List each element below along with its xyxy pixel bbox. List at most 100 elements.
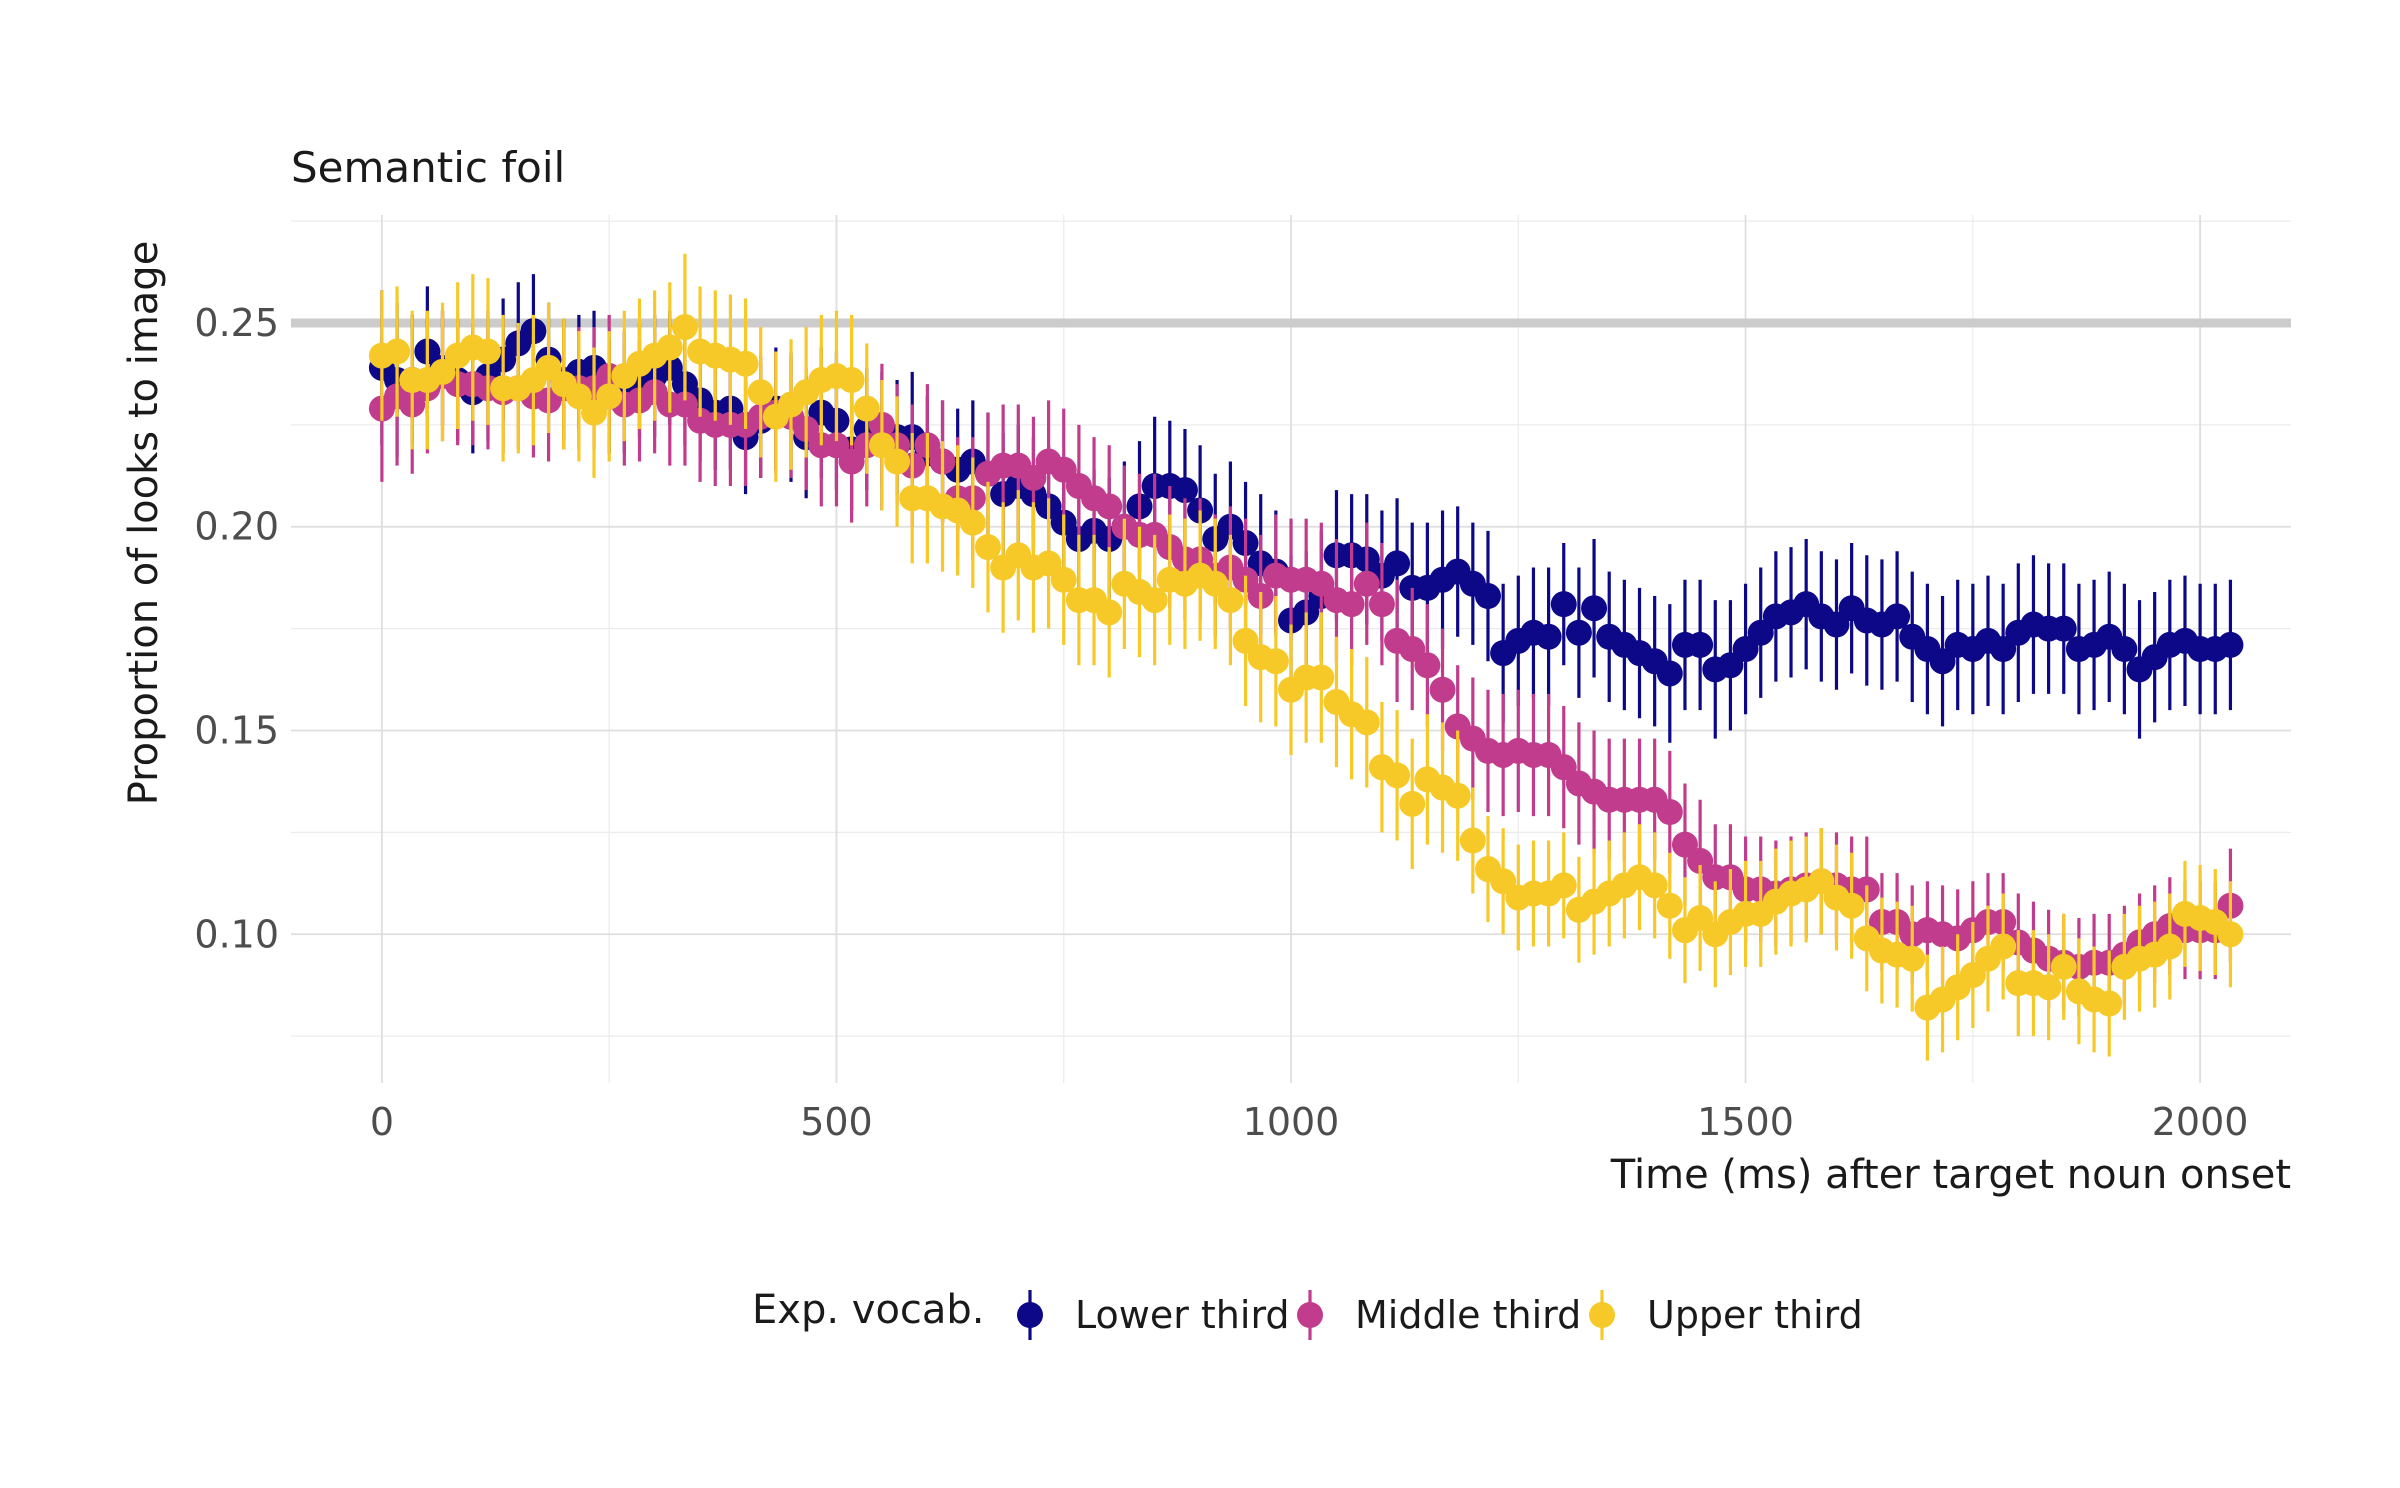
series-upper-third — [368, 253, 2244, 1061]
x-tick-label: 0 — [370, 1100, 394, 1144]
upper-third-point — [1141, 587, 1168, 614]
x-tick-label: 500 — [800, 1100, 873, 1144]
upper-third-point — [474, 338, 501, 365]
upper-third-point — [2156, 933, 2183, 960]
lower-third-point — [1171, 477, 1198, 504]
upper-third-point — [1202, 570, 1229, 597]
upper-third-point — [1656, 892, 1683, 919]
data-series-layer — [368, 253, 2244, 1061]
lower-third-point — [1687, 631, 1714, 658]
upper-third-point — [671, 314, 698, 341]
y-axis-title: Proportion of looks to image — [121, 241, 167, 806]
upper-third-point — [747, 379, 774, 406]
x-tick-label: 1000 — [1243, 1100, 1340, 1144]
upper-third-point — [1232, 627, 1259, 654]
x-tick-label: 1500 — [1697, 1100, 1794, 1144]
middle-third-point — [1671, 831, 1698, 858]
lower-third-point — [2111, 636, 2138, 662]
upper-third-point — [868, 432, 895, 459]
lower-third-point — [1717, 652, 1744, 679]
axis-layer: 0 500 1000 1500 2000 0.10 0.15 0.20 0.25 — [194, 301, 2248, 1144]
upper-third-point — [2096, 990, 2123, 1017]
upper-third-point — [1899, 945, 1926, 972]
upper-third-point — [581, 399, 608, 426]
upper-third-point — [1262, 648, 1289, 675]
upper-third-point — [1550, 872, 1577, 899]
lower-third-point — [1535, 623, 1562, 650]
legend-key-point — [1297, 1302, 1323, 1328]
upper-third-point — [1490, 868, 1517, 895]
legend-label: Upper third — [1647, 1293, 1863, 1337]
upper-third-point — [2035, 974, 2062, 1001]
lower-third-point — [1884, 603, 1911, 630]
upper-third-point — [1035, 550, 1062, 577]
middle-third-point — [1050, 456, 1077, 483]
lower-third-point — [1732, 636, 1759, 662]
upper-third-point — [656, 334, 683, 361]
middle-third-point — [838, 448, 865, 475]
upper-third-point — [1399, 790, 1426, 817]
legend-label: Lower third — [1075, 1293, 1290, 1337]
middle-third-point — [1429, 676, 1456, 703]
middle-third-point — [1353, 570, 1380, 597]
middle-third-point — [823, 432, 850, 459]
legend-item-lower-third: Lower third — [1017, 1290, 1290, 1340]
upper-third-point — [565, 383, 592, 410]
upper-third-point — [535, 354, 562, 381]
upper-third-point — [1096, 599, 1123, 626]
lower-third-point — [1823, 611, 1850, 638]
upper-third-point — [1641, 872, 1668, 899]
middle-third-point — [1368, 591, 1395, 618]
upper-third-point — [974, 534, 1001, 561]
upper-third-point — [732, 350, 759, 377]
middle-third-point — [1399, 636, 1426, 662]
legend-items: Lower third Middle third Upper third — [1017, 1290, 1863, 1340]
lower-third-point — [1747, 619, 1774, 646]
upper-third-point — [959, 509, 986, 536]
middle-third-point — [1414, 652, 1441, 679]
upper-third-point — [884, 448, 911, 475]
middle-third-point — [1656, 799, 1683, 826]
legend-key-point — [1589, 1302, 1615, 1328]
upper-third-point — [1838, 892, 1865, 919]
x-tick-label: 2000 — [2152, 1100, 2249, 1144]
lower-third-point — [1550, 591, 1577, 618]
y-tick-label: 0.25 — [194, 301, 279, 345]
middle-third-point — [1338, 591, 1365, 618]
y-tick-label: 0.10 — [194, 912, 279, 956]
middle-third-point — [1687, 847, 1714, 874]
upper-third-point — [1384, 762, 1411, 789]
lower-third-point — [1990, 636, 2017, 662]
upper-third-point — [1959, 962, 1986, 989]
legend-title: Exp. vocab. — [752, 1287, 985, 1333]
legend: Exp. vocab. Lower third Middle third Upper… — [752, 1287, 1863, 1340]
lower-third-point — [1474, 583, 1501, 610]
legend-item-upper-third: Upper third — [1589, 1290, 1863, 1340]
upper-third-point — [1459, 827, 1486, 854]
lower-third-point — [1581, 595, 1608, 622]
upper-third-point — [1687, 904, 1714, 931]
upper-third-point — [596, 383, 623, 410]
upper-third-point — [1808, 868, 1835, 895]
lower-third-point — [2050, 615, 2077, 642]
upper-third-point — [1353, 709, 1380, 736]
upper-third-point — [384, 338, 411, 365]
legend-key-point — [1017, 1302, 1043, 1328]
chart-title: Semantic foil — [291, 143, 565, 192]
upper-third-point — [429, 358, 456, 385]
middle-third-point — [1096, 493, 1123, 520]
upper-third-point — [2050, 953, 2077, 980]
y-tick-label: 0.20 — [194, 505, 279, 549]
legend-item-middle-third: Middle third — [1297, 1290, 1581, 1340]
upper-third-point — [2217, 921, 2244, 948]
middle-third-point — [671, 391, 698, 418]
y-tick-label: 0.15 — [194, 709, 279, 753]
upper-third-point — [1444, 782, 1471, 809]
upper-third-point — [1990, 933, 2017, 960]
lower-third-point — [1565, 619, 1592, 646]
legend-label: Middle third — [1355, 1293, 1581, 1337]
middle-third-point — [1020, 464, 1047, 491]
